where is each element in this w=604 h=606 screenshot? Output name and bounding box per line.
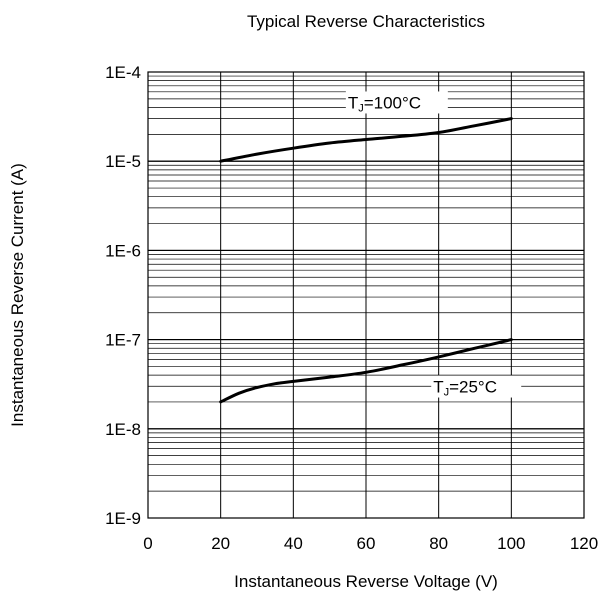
series-layer — [219, 117, 513, 404]
series-line-1 — [219, 338, 513, 404]
x-tick-label: 80 — [429, 534, 448, 553]
y-tick-label: 1E-8 — [105, 420, 141, 439]
x-axis-label: Instantaneous Reverse Voltage (V) — [234, 572, 498, 591]
chart-title: Typical Reverse Characteristics — [247, 12, 485, 31]
x-tick-label: 0 — [143, 534, 152, 553]
series-label-bg — [345, 91, 448, 114]
tick-label-layer: 0 20 40 60 80 100 120 1E-9 1E-8 1E-7 1E-6 1E-5 1E-4 — [105, 63, 598, 553]
series-label-1: TJ=25°C — [433, 378, 497, 399]
y-tick-label: 1E-4 — [105, 63, 141, 82]
series-label-bg — [431, 375, 522, 398]
y-tick-label: 1E-5 — [105, 152, 141, 171]
x-tick-label: 60 — [357, 534, 376, 553]
y-axis-label: Instantaneous Reverse Current (A) — [8, 163, 27, 427]
series-label-layer: TJ=100°C TJ=25°C — [345, 91, 522, 399]
x-tick-label: 20 — [211, 534, 230, 553]
series-line-0 — [219, 117, 513, 163]
x-tick-label: 120 — [570, 534, 598, 553]
x-tick-label: 100 — [497, 534, 525, 553]
series-label-0: TJ=100°C — [348, 93, 421, 114]
y-tick-label: 1E-6 — [105, 241, 141, 260]
y-tick-label: 1E-7 — [105, 331, 141, 350]
x-tick-label: 40 — [284, 534, 303, 553]
y-tick-label: 1E-9 — [105, 509, 141, 528]
plot-frame — [147, 71, 585, 519]
